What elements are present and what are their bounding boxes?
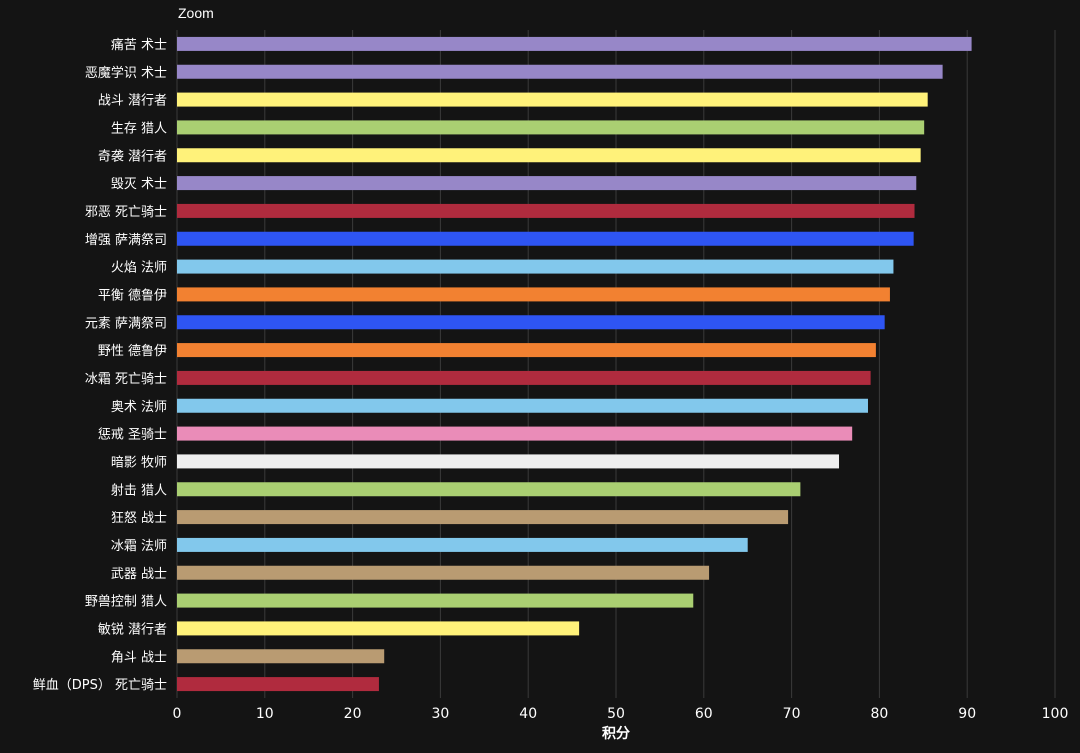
bar[interactable] bbox=[177, 287, 890, 302]
category-label: 元素 萨满祭司 bbox=[85, 316, 167, 331]
category-label: 惩戒 圣骑士 bbox=[98, 428, 167, 443]
category-label: 平衡 德鲁伊 bbox=[98, 288, 167, 303]
x-tick-labels: 0 10 20 30 40 50 60 70 80 90 100 bbox=[173, 706, 1069, 722]
bar[interactable] bbox=[177, 649, 385, 664]
bar[interactable] bbox=[177, 677, 379, 692]
bar[interactable] bbox=[177, 92, 928, 107]
category-label: 奇袭 潜行者 bbox=[98, 148, 167, 164]
category-label: 增强 萨满祭司 bbox=[85, 233, 167, 248]
bar[interactable] bbox=[177, 259, 894, 274]
x-tick-label: 20 bbox=[344, 706, 362, 722]
x-tick-label: 0 bbox=[173, 706, 182, 722]
gridlines bbox=[176, 30, 1056, 698]
bar[interactable] bbox=[177, 370, 871, 385]
category-label: 暗影 牧师 bbox=[111, 455, 167, 470]
x-tick-label: 40 bbox=[519, 706, 537, 722]
category-label: 冰霜 死亡骑士 bbox=[85, 372, 167, 387]
bar[interactable] bbox=[177, 593, 694, 608]
bar[interactable] bbox=[177, 565, 710, 580]
x-tick-label: 50 bbox=[607, 706, 625, 722]
zoom-button[interactable]: Zoom bbox=[178, 5, 214, 21]
category-label: 战斗 潜行者 bbox=[98, 94, 167, 109]
x-tick-label: 80 bbox=[870, 706, 888, 722]
bar[interactable] bbox=[177, 454, 840, 469]
category-label: 火焰 法师 bbox=[111, 261, 167, 276]
x-tick-label: 90 bbox=[958, 706, 976, 722]
bar[interactable] bbox=[177, 36, 972, 51]
category-label: 鲜血（DPS） 死亡骑士 bbox=[33, 678, 167, 693]
bar[interactable] bbox=[177, 398, 868, 413]
bar[interactable] bbox=[177, 148, 921, 163]
category-label: 野性 德鲁伊 bbox=[98, 344, 167, 359]
category-label: 恶魔学识 术士 bbox=[85, 65, 167, 81]
category-label: 痛苦 术士 bbox=[111, 37, 167, 53]
x-tick-label: 10 bbox=[256, 706, 274, 722]
bar[interactable] bbox=[177, 315, 885, 330]
category-label: 奥术 法师 bbox=[111, 400, 167, 415]
category-label: 武器 战士 bbox=[111, 567, 167, 582]
category-label: 狂怒 战士 bbox=[111, 511, 167, 526]
bar-series bbox=[177, 36, 972, 692]
category-label: 生存 猎人 bbox=[111, 121, 167, 136]
x-axis-title: 积分 bbox=[602, 725, 630, 742]
category-label: 野兽控制 猎人 bbox=[85, 595, 167, 610]
category-label: 角斗 战士 bbox=[111, 650, 167, 665]
category-label: 毁灭 术士 bbox=[111, 177, 167, 192]
category-label: 射击 猎人 bbox=[111, 482, 167, 498]
bar[interactable] bbox=[177, 64, 943, 79]
bar[interactable] bbox=[177, 426, 853, 441]
bar[interactable] bbox=[177, 203, 915, 218]
category-label: 敏锐 潜行者 bbox=[98, 622, 167, 637]
x-tick-label: 60 bbox=[695, 706, 713, 722]
x-tick-label: 100 bbox=[1042, 706, 1069, 722]
bar[interactable] bbox=[177, 343, 876, 358]
category-label: 邪恶 死亡骑士 bbox=[85, 205, 167, 220]
bar[interactable] bbox=[177, 176, 917, 191]
x-tick-label: 70 bbox=[783, 706, 801, 722]
x-tick-label: 30 bbox=[431, 706, 449, 722]
bar[interactable] bbox=[177, 537, 748, 552]
bar[interactable] bbox=[177, 510, 789, 525]
bar[interactable] bbox=[177, 120, 925, 135]
bar[interactable] bbox=[177, 231, 914, 246]
bar[interactable] bbox=[177, 482, 801, 497]
category-label: 冰霜 法师 bbox=[111, 539, 167, 554]
bar[interactable] bbox=[177, 621, 580, 636]
